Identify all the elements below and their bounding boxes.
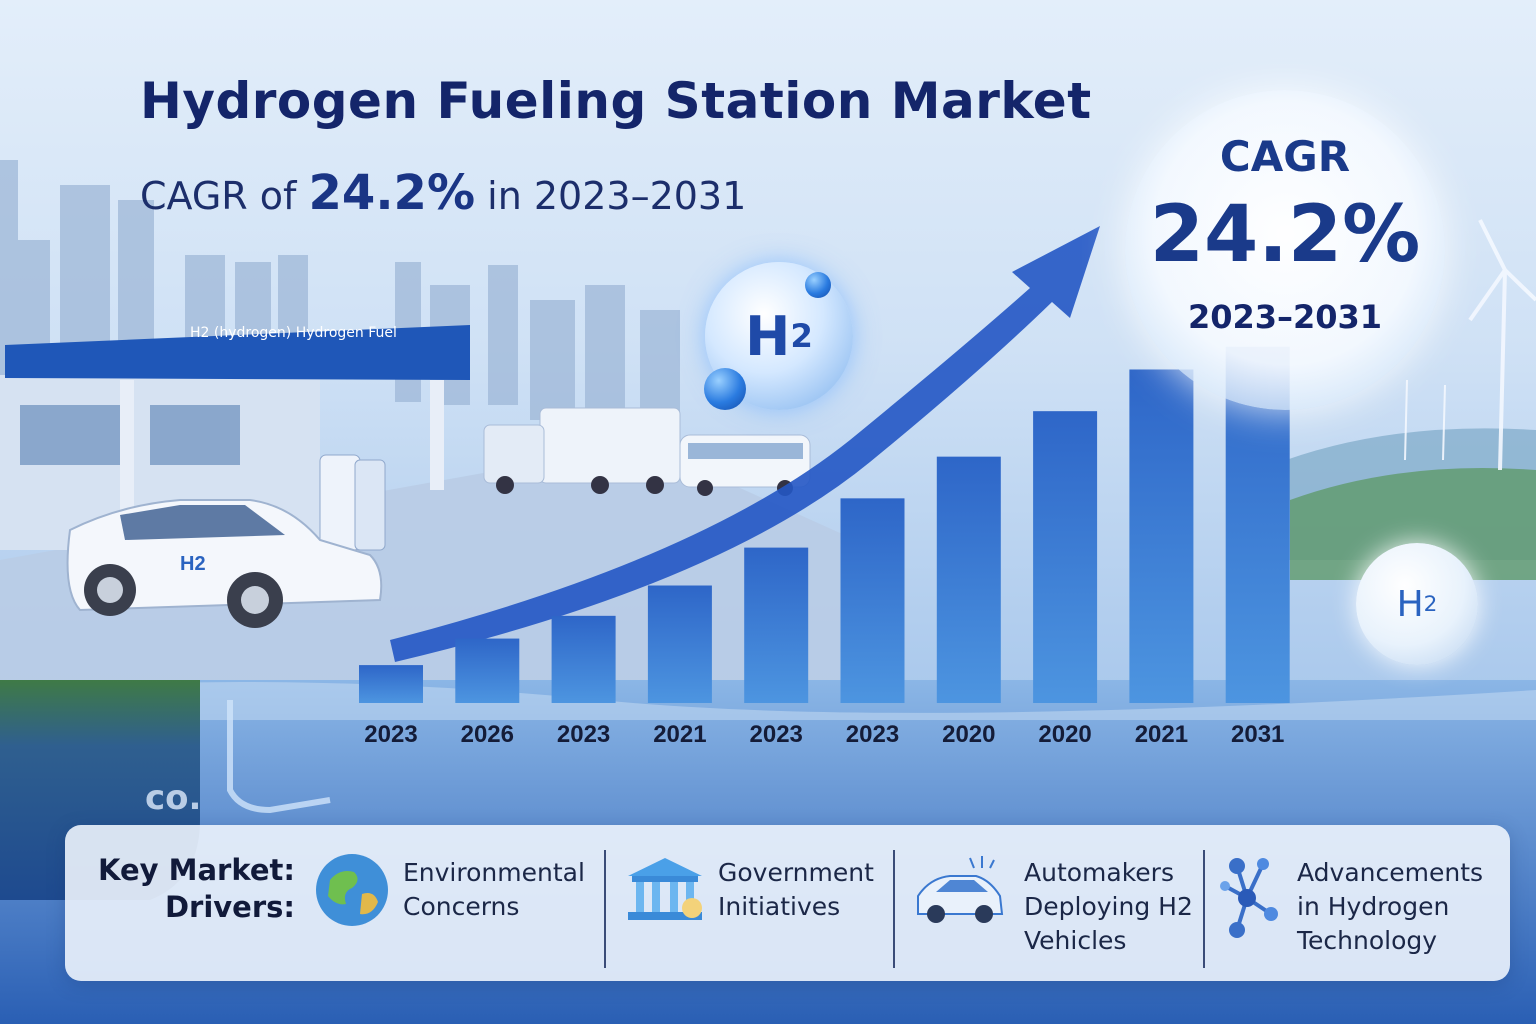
drivers-heading-line1: Key Market:: [98, 853, 295, 887]
driver-environmental: Environmental Concerns: [403, 856, 585, 924]
subtitle-value: 24.2%: [308, 165, 476, 221]
driver-3-line-2: Deploying H2: [1024, 892, 1193, 921]
cagr-value: 24.2%: [1149, 190, 1421, 280]
driver-2-line-1: Government: [718, 858, 874, 887]
molecule-icon: [1220, 858, 1278, 938]
divider-3: [1203, 850, 1205, 968]
driver-4-line-3: Technology: [1297, 926, 1438, 955]
tick-label-10: 2031: [1231, 721, 1284, 748]
bar-1: [359, 665, 423, 703]
bar-9: [1129, 369, 1194, 703]
tick-label-6: 2023: [846, 721, 899, 748]
bar-3: [551, 615, 616, 703]
page-subtitle: CAGR of 24.2% in 2023–2031: [140, 165, 746, 221]
car-icon: [917, 856, 1004, 923]
cagr-badge: CAGR 24.2% 2023–2031: [1125, 90, 1445, 410]
driver-government: Government Initiatives: [718, 856, 874, 924]
page-title: Hydrogen Fueling Station Market: [140, 72, 1092, 130]
tick-label-4: 2021: [653, 721, 706, 748]
subtitle-suffix: in 2023–2031: [487, 174, 747, 218]
cagr-period: 2023–2031: [1187, 298, 1383, 336]
globe-icon: [316, 854, 388, 926]
driver-automakers: Automakers Deploying H2 Vehicles: [1024, 856, 1193, 958]
government-building-icon: [628, 858, 702, 920]
divider-1: [604, 850, 606, 968]
wind-turbines: [1404, 219, 1536, 471]
truck: [483, 407, 681, 494]
bubble-main-letter: H: [745, 304, 791, 368]
bubble-main-sub: 2: [790, 317, 813, 355]
station-sign: H2 (hydrogen) Hydrogen Fuel: [190, 325, 397, 341]
driver-2-line-2: Initiatives: [718, 892, 841, 921]
h2-droplet-bottom: [704, 368, 746, 410]
divider-2: [893, 850, 895, 968]
tick-label-7: 2020: [942, 721, 995, 748]
driver-advancements: Advancements in Hydrogen Technology: [1297, 856, 1483, 958]
tick-label-8: 2020: [1038, 721, 1091, 748]
driver-1-line-2: Concerns: [403, 892, 520, 921]
cagr-label: CAGR: [1219, 132, 1351, 181]
driver-3-line-1: Automakers: [1024, 858, 1174, 887]
tick-label-2: 2026: [461, 721, 514, 748]
co-label: co.: [145, 778, 202, 818]
drivers-heading: Key Market: Drivers:: [95, 852, 295, 926]
bar-7: [936, 456, 1001, 703]
bar-6: [840, 498, 905, 703]
bubble-side-letter: H: [1396, 583, 1424, 625]
subtitle-prefix: CAGR of: [140, 174, 297, 218]
tick-label-5: 2023: [750, 721, 803, 748]
tick-label-9: 2021: [1135, 721, 1188, 748]
tick-label-3: 2023: [557, 721, 610, 748]
bubble-side-sub: 2: [1423, 591, 1438, 617]
driver-4-line-1: Advancements: [1297, 858, 1484, 887]
svg-text:H2: H2: [180, 553, 206, 575]
tick-label-1: 2023: [364, 721, 417, 748]
bar-8: [1033, 411, 1098, 703]
car: [66, 499, 383, 628]
drivers-panel: [65, 825, 1510, 981]
driver-1-line-1: Environmental: [403, 858, 585, 887]
driver-3-line-3: Vehicles: [1024, 926, 1127, 955]
trend-arrow: [390, 226, 1100, 662]
bar-5: [744, 547, 809, 703]
driver-4-line-2: in Hydrogen: [1297, 892, 1450, 921]
h2-droplet-top: [805, 272, 831, 298]
bar-2: [455, 638, 520, 703]
bus: [679, 434, 811, 496]
bar-4: [647, 585, 712, 703]
drivers-heading-line2: Drivers:: [164, 890, 295, 924]
